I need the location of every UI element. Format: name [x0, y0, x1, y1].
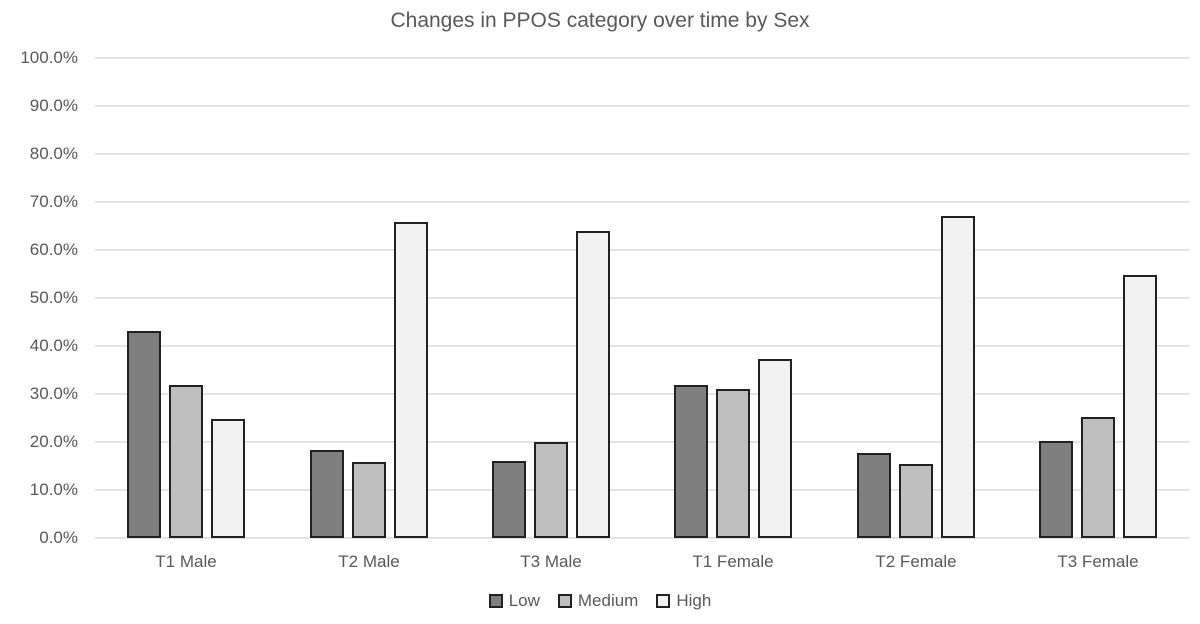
bar-low-t1-male: [127, 331, 161, 538]
y-tick-label: 40.0%: [29, 336, 78, 355]
x-category-label-t1-female: T1 Female: [692, 552, 774, 571]
gridline: [95, 489, 1189, 491]
bar-high-t1-male: [211, 419, 245, 538]
legend-item-low: Low: [488, 591, 540, 611]
y-tick-label: 70.0%: [29, 192, 78, 211]
y-tick-label: 60.0%: [29, 240, 78, 259]
gridline: [95, 537, 1189, 539]
bar-low-t1-female: [674, 385, 708, 538]
legend-swatch-medium: [557, 594, 572, 608]
x-category-label-t3-male: T3 Male: [520, 552, 582, 571]
x-category-label-t2-female: T2 Female: [875, 552, 957, 571]
legend-swatch-low: [488, 594, 503, 608]
gridline: [95, 105, 1189, 107]
gridline: [95, 249, 1189, 251]
bar-medium-t1-male: [169, 385, 203, 538]
gridline: [95, 345, 1189, 347]
y-tick-label: 100.0%: [20, 48, 78, 67]
bar-high-t3-female: [1123, 275, 1157, 538]
bar-low-t3-male: [492, 461, 526, 538]
bar-low-t2-male: [310, 450, 344, 538]
gridline: [95, 393, 1189, 395]
bar-low-t3-female: [1039, 441, 1073, 538]
legend-item-medium: Medium: [557, 591, 639, 611]
bar-medium-t3-female: [1081, 417, 1115, 538]
bar-high-t2-male: [394, 222, 428, 538]
gridline: [95, 57, 1189, 59]
y-tick-label: 50.0%: [29, 288, 78, 307]
chart-title: Changes in PPOS category over time by Se…: [390, 9, 810, 32]
y-tick-label: 80.0%: [29, 144, 78, 163]
x-category-label-t3-female: T3 Female: [1057, 552, 1139, 571]
bar-high-t1-female: [758, 359, 792, 538]
y-tick-label: 0.0%: [39, 528, 78, 547]
gridline: [95, 441, 1189, 443]
legend-label-low: Low: [508, 591, 540, 610]
y-tick-label: 90.0%: [29, 96, 78, 115]
y-tick-label: 10.0%: [29, 480, 78, 499]
legend: Low Medium High: [0, 591, 1200, 611]
x-category-label-t2-male: T2 Male: [338, 552, 400, 571]
bar-medium-t1-female: [716, 389, 750, 538]
bar-high-t2-female: [941, 216, 975, 538]
y-tick-label: 20.0%: [29, 432, 78, 451]
bar-medium-t2-male: [352, 462, 386, 538]
legend-label-high: High: [676, 591, 712, 610]
y-tick-label: 30.0%: [29, 384, 78, 403]
x-category-label-t1-male: T1 Male: [155, 552, 217, 571]
plot-area: [95, 57, 1189, 539]
gridline: [95, 201, 1189, 203]
bar-medium-t2-female: [899, 464, 933, 538]
legend-label-medium: Medium: [577, 591, 639, 610]
gridline: [95, 297, 1189, 299]
legend-item-high: High: [656, 591, 711, 611]
legend-swatch-high: [656, 594, 671, 608]
bar-low-t2-female: [857, 453, 891, 538]
gridline: [95, 153, 1189, 155]
bar-high-t3-male: [576, 231, 610, 538]
bar-medium-t3-male: [534, 442, 568, 538]
